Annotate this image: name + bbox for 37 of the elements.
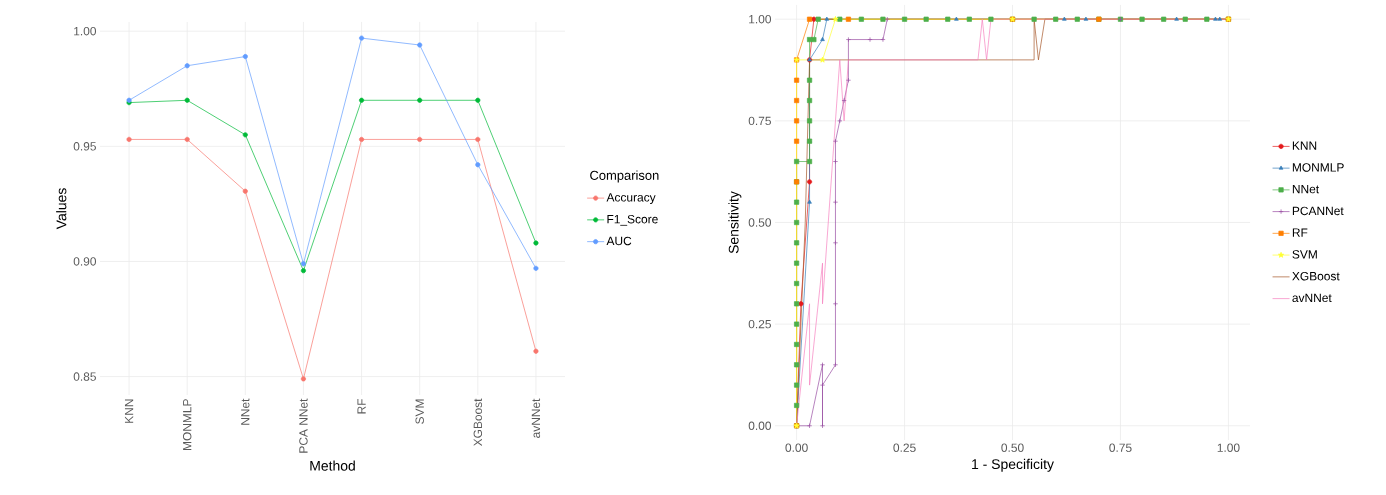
- y-tick-label: 0.95: [73, 142, 96, 151]
- x-tick-label: 0.75: [1109, 443, 1132, 452]
- x-tick-label: avNNet: [531, 398, 541, 438]
- x-tick-label: KNN: [124, 399, 134, 423]
- legend-label: MONMLP: [1292, 163, 1344, 172]
- legend-label: KNN: [1292, 141, 1317, 150]
- x-tick-label: 0.25: [893, 443, 916, 452]
- y-axis-title: Values: [56, 188, 67, 230]
- y-tick-label: 0.25: [748, 319, 771, 329]
- y-tick-label: 1.00: [749, 14, 772, 24]
- legend-label: Accuracy: [606, 193, 656, 204]
- x-tick-label: XGBoost: [473, 398, 483, 447]
- x-tick-label: PCA NNet: [299, 398, 308, 453]
- x-tick-label: 1.00: [1217, 443, 1240, 452]
- legend-label: SVM: [1292, 250, 1317, 259]
- legend-label: NNet: [1292, 185, 1320, 194]
- x-tick-label: 0.50: [1001, 443, 1024, 452]
- y-tick-label: 1.00: [74, 26, 97, 36]
- legend-label: F1_Score: [607, 214, 658, 226]
- x-tick-label: NNet: [241, 398, 250, 425]
- legend-label: AUC: [606, 236, 632, 246]
- y-tick-label: 0.50: [748, 218, 772, 227]
- y-tick-label: 0.90: [73, 257, 97, 266]
- y-axis-title: Sensitivity: [728, 191, 742, 254]
- legend-label: RF: [1292, 228, 1308, 237]
- legend-label: XGBoost: [1292, 271, 1340, 281]
- legend-label: PCANNet: [1292, 206, 1344, 216]
- x-tick-label: MONMLP: [182, 399, 192, 451]
- legend-label: avNNet: [1292, 293, 1332, 303]
- y-tick-label: 0.85: [73, 372, 96, 381]
- x-tick-label: SVM: [415, 399, 424, 424]
- x-axis-title: 1 - Specificity: [972, 458, 1054, 472]
- legend-title: Comparison: [590, 170, 659, 183]
- x-tick-label: 0.00: [785, 443, 808, 452]
- x-axis-title: Method: [310, 460, 355, 471]
- y-tick-label: 0.75: [748, 116, 771, 126]
- x-tick-label: RF: [357, 399, 366, 414]
